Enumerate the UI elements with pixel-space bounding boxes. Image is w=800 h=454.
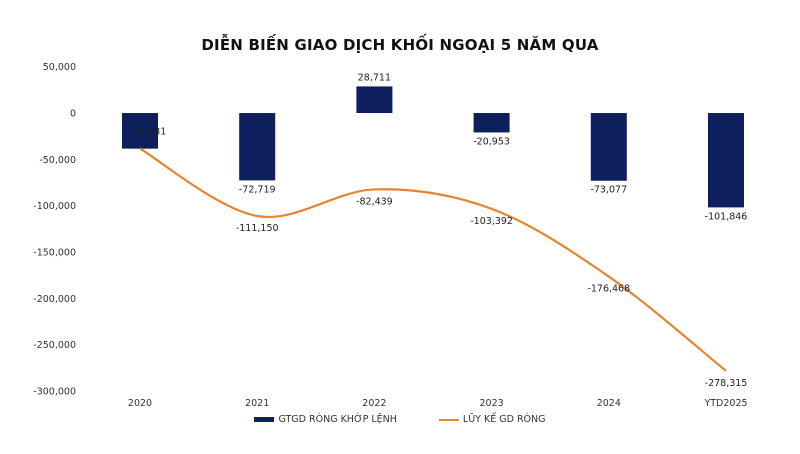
legend-item-bar[interactable]: GTGD RÒNG KHỚP LỆNH (254, 414, 397, 425)
line-data-label: -38,431 (130, 127, 167, 138)
x-tick-label: YTD2025 (703, 398, 747, 409)
y-tick-label: -300,000 (33, 387, 76, 398)
y-tick-label: -250,000 (33, 340, 76, 351)
legend: GTGD RÒNG KHỚP LỆNH LŨY KẾ GD RÒNG (0, 414, 800, 425)
legend-label-bar: GTGD RÒNG KHỚP LỆNH (278, 414, 397, 425)
x-tick-label: 2024 (597, 398, 621, 409)
y-tick-label: -100,000 (33, 201, 76, 212)
x-tick-label: 2022 (362, 398, 386, 409)
bar-data-label: -101,846 (705, 211, 748, 222)
x-tick-label: 2021 (245, 398, 269, 409)
legend-item-line[interactable]: LŨY KẾ GD RÒNG (438, 414, 546, 425)
legend-swatch-line (438, 418, 459, 421)
y-tick-label: 0 (70, 109, 76, 120)
bar (473, 113, 510, 133)
line-data-label: -82,439 (356, 196, 393, 207)
legend-label-line: LŨY KẾ GD RÒNG (462, 414, 546, 425)
bar-data-label: 28,711 (358, 72, 391, 83)
bar (239, 113, 276, 181)
chart-title: DIỄN BIẾN GIAO DỊCH KHỐI NGOẠI 5 NĂM QUA (201, 36, 599, 54)
line-data-label: -278,315 (705, 378, 748, 389)
x-tick-label: 2023 (480, 398, 504, 409)
y-tick-label: -50,000 (39, 155, 76, 166)
bar-data-label: -73,077 (590, 185, 627, 196)
y-tick-label: -150,000 (33, 248, 76, 259)
y-tick-label: -200,000 (33, 294, 76, 305)
line-data-label: -111,150 (236, 223, 279, 234)
bar (356, 86, 393, 114)
bar (590, 113, 627, 181)
x-tick-label: 2020 (128, 398, 152, 409)
bar (708, 113, 744, 208)
bar-data-label: -72,719 (239, 184, 276, 195)
cumulative-line (139, 147, 727, 372)
line-data-label: -176,468 (587, 284, 630, 295)
bar-data-label: -20,953 (473, 136, 510, 147)
legend-swatch-bar (254, 417, 275, 422)
bar-data-label: -38,431 (130, 127, 167, 138)
y-tick-label: 50,000 (43, 62, 76, 73)
bar (122, 113, 158, 149)
line-data-label: -103,392 (470, 216, 513, 227)
